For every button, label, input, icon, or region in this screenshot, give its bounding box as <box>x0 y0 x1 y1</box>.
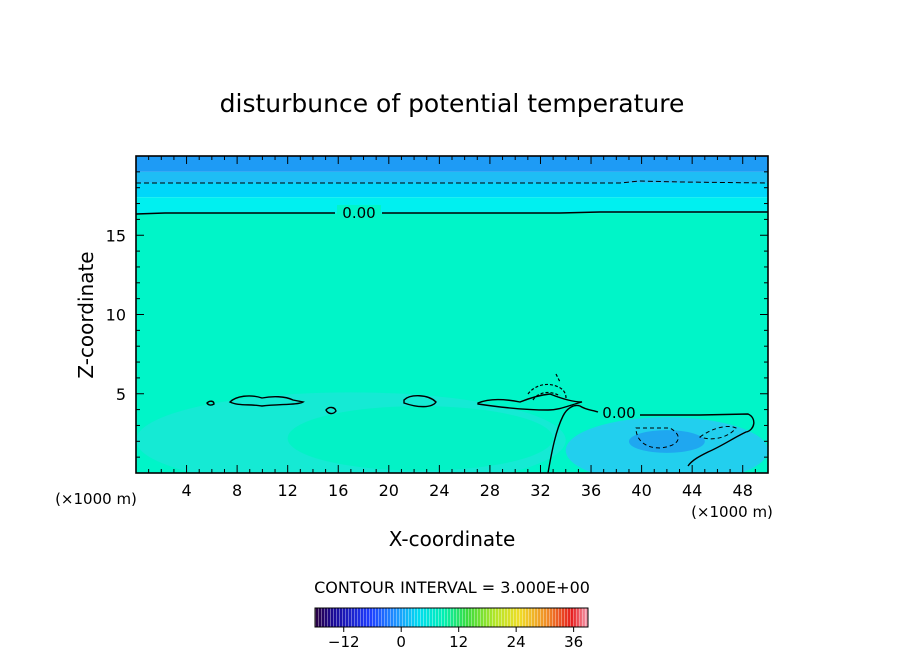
x-axis: 4 8 12 16 20 24 28 32 36 40 44 48 <box>148 156 756 500</box>
contour-cool-core-2 <box>698 425 737 440</box>
colorbar-tick-label: 24 <box>507 633 526 651</box>
contour-label-upper: 0.00 <box>342 204 375 222</box>
contour-zero-upper <box>136 211 768 215</box>
contour-lines <box>136 180 768 473</box>
y-axis-label: Z-coordinate <box>74 251 98 378</box>
contour-blob-3 <box>403 395 437 408</box>
contour-blob-2 <box>206 400 215 406</box>
x-tick-label: 36 <box>581 481 601 500</box>
contour-blob-6 <box>325 406 337 415</box>
contour-labels: 0.00 0.00 <box>337 204 636 422</box>
contour-blob-5 <box>527 373 567 401</box>
contour-dashed-upper <box>136 180 768 184</box>
y-tick-label: 10 <box>106 306 126 325</box>
y-tick-label: 15 <box>106 226 126 245</box>
field-level-2 <box>136 182 768 198</box>
warm-patch <box>287 406 554 471</box>
x-tick-label: 16 <box>328 481 348 500</box>
x-tick-label: 8 <box>232 481 242 500</box>
field-level-3 <box>136 197 768 214</box>
cool-core <box>628 430 705 453</box>
colorbar: −12 0 12 24 36 <box>314 607 589 651</box>
y-tick-label: 5 <box>116 385 126 404</box>
x-tick-label: 24 <box>429 481 449 500</box>
contour-blob-1 <box>228 395 305 407</box>
x-tick-label: 44 <box>682 481 702 500</box>
heatmap-field <box>136 156 768 473</box>
x-tick-label: 32 <box>530 481 550 500</box>
field-level-0 <box>136 156 768 172</box>
x-unit-right: (×1000 m) <box>691 503 773 521</box>
x-tick-label: 12 <box>278 481 298 500</box>
x-tick-label: 28 <box>480 481 500 500</box>
y-axis: 5 10 15 <box>106 171 768 458</box>
contour-blob-4 <box>477 393 583 411</box>
x-tick-label: 20 <box>379 481 399 500</box>
x-tick-label: 4 <box>181 481 191 500</box>
x-tick-label: 40 <box>631 481 651 500</box>
x-tick-label: 48 <box>733 481 753 500</box>
contour-zero-lower <box>547 404 755 473</box>
x-axis-label: X-coordinate <box>389 527 516 551</box>
colorbar-tick-label: 0 <box>396 633 406 651</box>
contour-label-lower: 0.00 <box>602 404 635 422</box>
colorbar-tick-label: −12 <box>328 633 360 651</box>
colorbar-tick-label: 36 <box>564 633 583 651</box>
chart-title: disturbunce of potential temperature <box>220 89 685 118</box>
field-level-1 <box>136 171 768 183</box>
contour-cool-core <box>635 427 679 449</box>
colorbar-tick-label: 12 <box>449 633 468 651</box>
contour-interval-text: CONTOUR INTERVAL = 3.000E+00 <box>314 578 590 597</box>
x-unit-left: (×1000 m) <box>55 490 137 508</box>
